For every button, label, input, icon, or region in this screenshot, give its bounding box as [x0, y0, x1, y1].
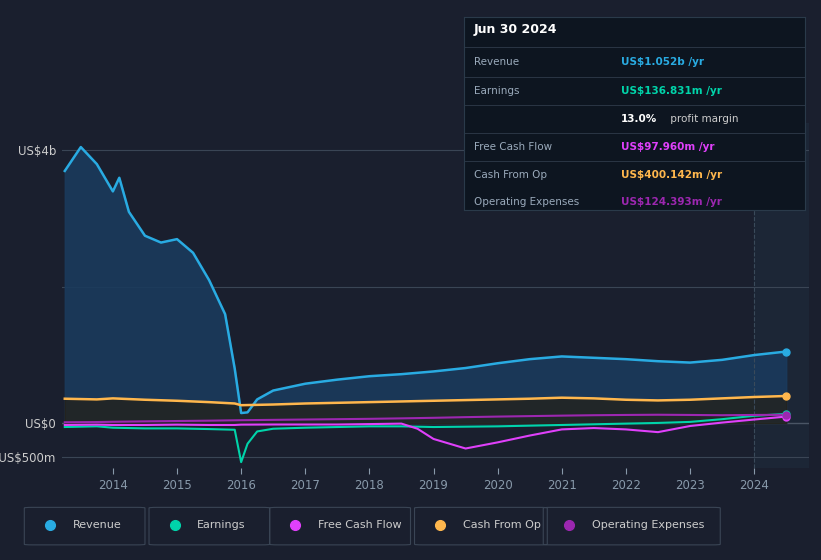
Text: US$400.142m /yr: US$400.142m /yr [621, 170, 722, 180]
Text: Cash From Op: Cash From Op [474, 170, 547, 180]
Point [780, 410, 793, 419]
Text: Operating Expenses: Operating Expenses [592, 520, 704, 530]
Text: Cash From Op: Cash From Op [463, 520, 541, 530]
Text: Operating Expenses: Operating Expenses [474, 197, 580, 207]
Text: 13.0%: 13.0% [621, 114, 657, 124]
Bar [754, 123, 809, 468]
Text: Earnings: Earnings [197, 520, 245, 530]
Text: US$97.960m /yr: US$97.960m /yr [621, 142, 714, 152]
Text: Earnings: Earnings [474, 86, 520, 96]
Point [780, 409, 793, 418]
Point [780, 412, 793, 421]
Point [780, 391, 793, 400]
Text: profit margin: profit margin [667, 114, 738, 124]
Text: Revenue: Revenue [474, 57, 519, 67]
Text: US$136.831m /yr: US$136.831m /yr [621, 86, 722, 96]
Text: Free Cash Flow: Free Cash Flow [474, 142, 553, 152]
Point [780, 347, 793, 356]
Text: Jun 30 2024: Jun 30 2024 [474, 23, 557, 36]
Text: US$1.052b /yr: US$1.052b /yr [621, 57, 704, 67]
Text: US$124.393m /yr: US$124.393m /yr [621, 197, 722, 207]
Text: Free Cash Flow: Free Cash Flow [318, 520, 401, 530]
Text: Revenue: Revenue [72, 520, 122, 530]
